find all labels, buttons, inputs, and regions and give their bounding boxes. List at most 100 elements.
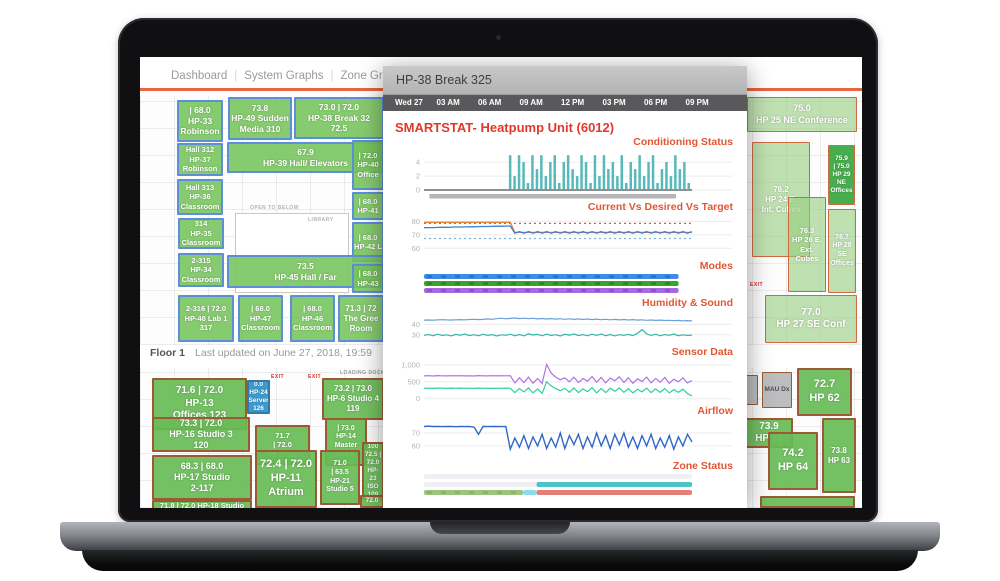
zone-label-line: HP-16 Studio 3	[169, 428, 233, 439]
zone-hp-38-break-32[interactable]: 73.0 | 72.0 HP-38 Break 32 72.5	[294, 97, 384, 139]
zone-mau-dx[interactable]: MAU Dx	[762, 372, 792, 408]
zone-label-line: HP-39 Hall/ Elevators	[262, 157, 349, 168]
zone-label-line: 72.5 | 72.0	[364, 450, 382, 466]
zone-hp-33[interactable]: | 68.0 HP-33 Robinson	[177, 100, 223, 142]
zone-label-line: Server	[248, 397, 269, 404]
zone-label-line: 100	[367, 442, 379, 450]
time-tick-03-pm: 03 PM	[602, 98, 626, 107]
zone-hp-35[interactable]: 314 HP-35 Classroom	[178, 218, 224, 249]
panel-header[interactable]: HP-38 Break 325	[383, 66, 747, 95]
zone-hp-6-studio-4[interactable]: 73.2 | 73.0 HP-6 Studio 4 119	[322, 378, 384, 420]
zone-71-3-72[interactable]: 71.3 | 72 The Gree Room	[338, 295, 384, 342]
zone-label-line: SE	[837, 251, 847, 258]
zone-label-line: Hall 312	[185, 145, 215, 155]
zone-hp-11[interactable]: 72.4 | 72.0 HP-11 Atrium	[255, 450, 317, 508]
zone-label-line: HP 28	[832, 242, 852, 250]
zone-label-line: Offices	[830, 187, 853, 195]
zone-hp-17-studio[interactable]: 68.3 | 68.0 HP-17 Studio 2-117	[152, 455, 252, 500]
zone-hp-37[interactable]: Hall 312 HP-37 Robinson	[177, 143, 223, 176]
zone-label-line: Studio 5	[326, 486, 354, 494]
zone-hp-28[interactable]: 76.7 HP 28 SE Offices	[828, 209, 856, 293]
zone-label-line: Classroom	[293, 323, 332, 333]
zone-hp-46[interactable]: | 68.0 HP-46 Classroom	[290, 295, 335, 342]
nav-item-dashboard[interactable]: Dashboard	[171, 70, 228, 82]
zone-label-line: HP-42 L	[354, 242, 382, 251]
zone-hp-40[interactable]: | 72.0 HP-40 Office	[352, 140, 384, 190]
zone-hp-27-se-conf[interactable]: 77.0 HP 27 SE Conf	[765, 295, 857, 343]
zone-hp-16-studio-3[interactable]: 73.3 | 72.0 HP-16 Studio 3 120	[152, 417, 250, 452]
zone-label-line: | 72.0	[358, 150, 378, 160]
zone-hp-25-ne-conference[interactable]: 75.0 HP 25 NE Conference	[747, 97, 857, 132]
panel-title: HP-38 Break 325	[396, 73, 492, 87]
zone-hp-26-e[interactable]: 76.3 HP 26 E. Ext. Cubes	[788, 197, 826, 292]
zone-hp-34[interactable]: 2-315 HP-34 Classroom	[178, 253, 224, 287]
zone-hp-64[interactable]: 74.2 HP 64	[768, 432, 818, 490]
zone-area[interactable]	[760, 496, 855, 508]
zone-label-line: Int. Cubes	[761, 204, 801, 214]
zone-label-line: HP-40	[357, 160, 379, 170]
chart-block-current-desired-target: 80 70 60	[394, 213, 736, 259]
zone-label-line: 119	[346, 404, 360, 413]
zone-label-line: | 68.0	[358, 196, 378, 206]
section-label-sensor-data: Sensor Data	[671, 346, 733, 358]
zone-hp-24[interactable]: 0.0 HP-24 Server 126	[247, 380, 270, 414]
zone-label-line: | 68.0	[358, 232, 378, 242]
zone-label-line: HP-15	[363, 506, 381, 507]
zone-label-line: | 68.0	[189, 105, 211, 116]
floor-title: Floor 1	[150, 347, 186, 359]
zone-label-line: Robinson	[182, 164, 218, 174]
section-label-airflow: Airflow	[697, 405, 733, 417]
zone-71-8-72-0-hp-18-studio[interactable]: 71.8 | 72.0 HP-18 Studio	[152, 500, 252, 508]
zone-hp-21[interactable]: 71.0 | 63.5 HP-21 Studio 5	[320, 450, 360, 505]
zone-label-line: HP-47	[249, 313, 272, 323]
zone-label-line: 73.8	[251, 102, 269, 113]
zone-label-line: HP 29	[832, 170, 851, 178]
zone-hp-41[interactable]: | 68.0 HP-41	[352, 192, 384, 220]
zone-label-line: HP-11	[270, 472, 302, 485]
panel-body: SMARTSTAT- Heatpump Unit (6012) Conditio…	[383, 120, 747, 500]
charts-container: Conditioning Status 4 2 0 Current Vs Desired…	[394, 136, 736, 500]
zone-label-line: ISO 109	[367, 483, 379, 498]
nav-item-system-graphs[interactable]: System Graphs	[244, 70, 324, 82]
zone-label-line: 68.3 | 68.0	[180, 460, 224, 471]
zone-hp-36[interactable]: Hall 313 HP-36 Classroom	[177, 179, 223, 215]
zone-label-line: 2-316 | 72.0	[185, 304, 227, 314]
webcam-icon	[496, 35, 501, 40]
zone-label-line: Room	[349, 323, 373, 333]
zone-label-line: 73.8	[831, 445, 847, 455]
section-label-conditioning-status: Conditioning Status	[633, 136, 733, 148]
zone-hp-29[interactable]: 75.9 | 75.0 HP 29 NE Offices	[828, 145, 855, 205]
floor-updated: Last updated on June 27, 2018, 19:59	[195, 347, 372, 359]
plan-note-loading-dock-area: LOADING DOCK AREA	[340, 370, 404, 376]
zone-hp-15[interactable]: 71.5 | 72.0HP-15	[360, 495, 384, 508]
zone-hp-49-sudden[interactable]: 73.8 HP-49 Sudden Media 310	[228, 97, 292, 140]
svg-text:60: 60	[412, 441, 420, 450]
time-tick-06-pm: 06 PM	[644, 98, 668, 107]
zone-label-line: | 68.0	[358, 269, 378, 279]
svg-text:1,000: 1,000	[401, 361, 420, 370]
section-label-zone-status: Zone Status	[672, 460, 733, 472]
section-label-humidity-sound: Humidity & Sound	[642, 297, 733, 309]
zone-label-line: 72.7	[813, 378, 836, 391]
svg-text:70: 70	[412, 230, 420, 239]
chart-modes	[424, 274, 679, 293]
zone-label-line: 67.9	[297, 146, 314, 157]
section-label-modes: Modes	[699, 260, 733, 272]
zone-label-line: | 68.0	[303, 304, 322, 314]
zone-label-line: Robinson	[180, 126, 220, 137]
zone-hp-47[interactable]: | 68.0 HP-47 Classroom	[238, 295, 283, 342]
zone-label-line: 71.7	[275, 430, 290, 440]
zone-label-line: 72.5	[330, 123, 348, 134]
zone-label-line: HP-13	[185, 397, 214, 409]
floor-caption: Floor 1 Last updated on June 27, 2018, 19…	[150, 347, 372, 359]
zone-hp-43[interactable]: | 68.0 HP-43	[352, 264, 384, 293]
zone-hp-63[interactable]: 73.8 HP 63	[822, 418, 856, 493]
zone-label-line: 317	[199, 323, 213, 333]
zone-label-line: HP-41	[357, 206, 379, 215]
zone-label-line: HP 25 NE Conference	[756, 114, 848, 125]
section-label-current-vs-desired-vs-target: Current Vs Desired Vs Target	[587, 201, 733, 213]
zone-hp-48-lab-1[interactable]: 2-316 | 72.0 HP-48 Lab 1 317	[178, 295, 234, 342]
zone-hp-62[interactable]: 72.7 HP 62	[797, 368, 852, 416]
